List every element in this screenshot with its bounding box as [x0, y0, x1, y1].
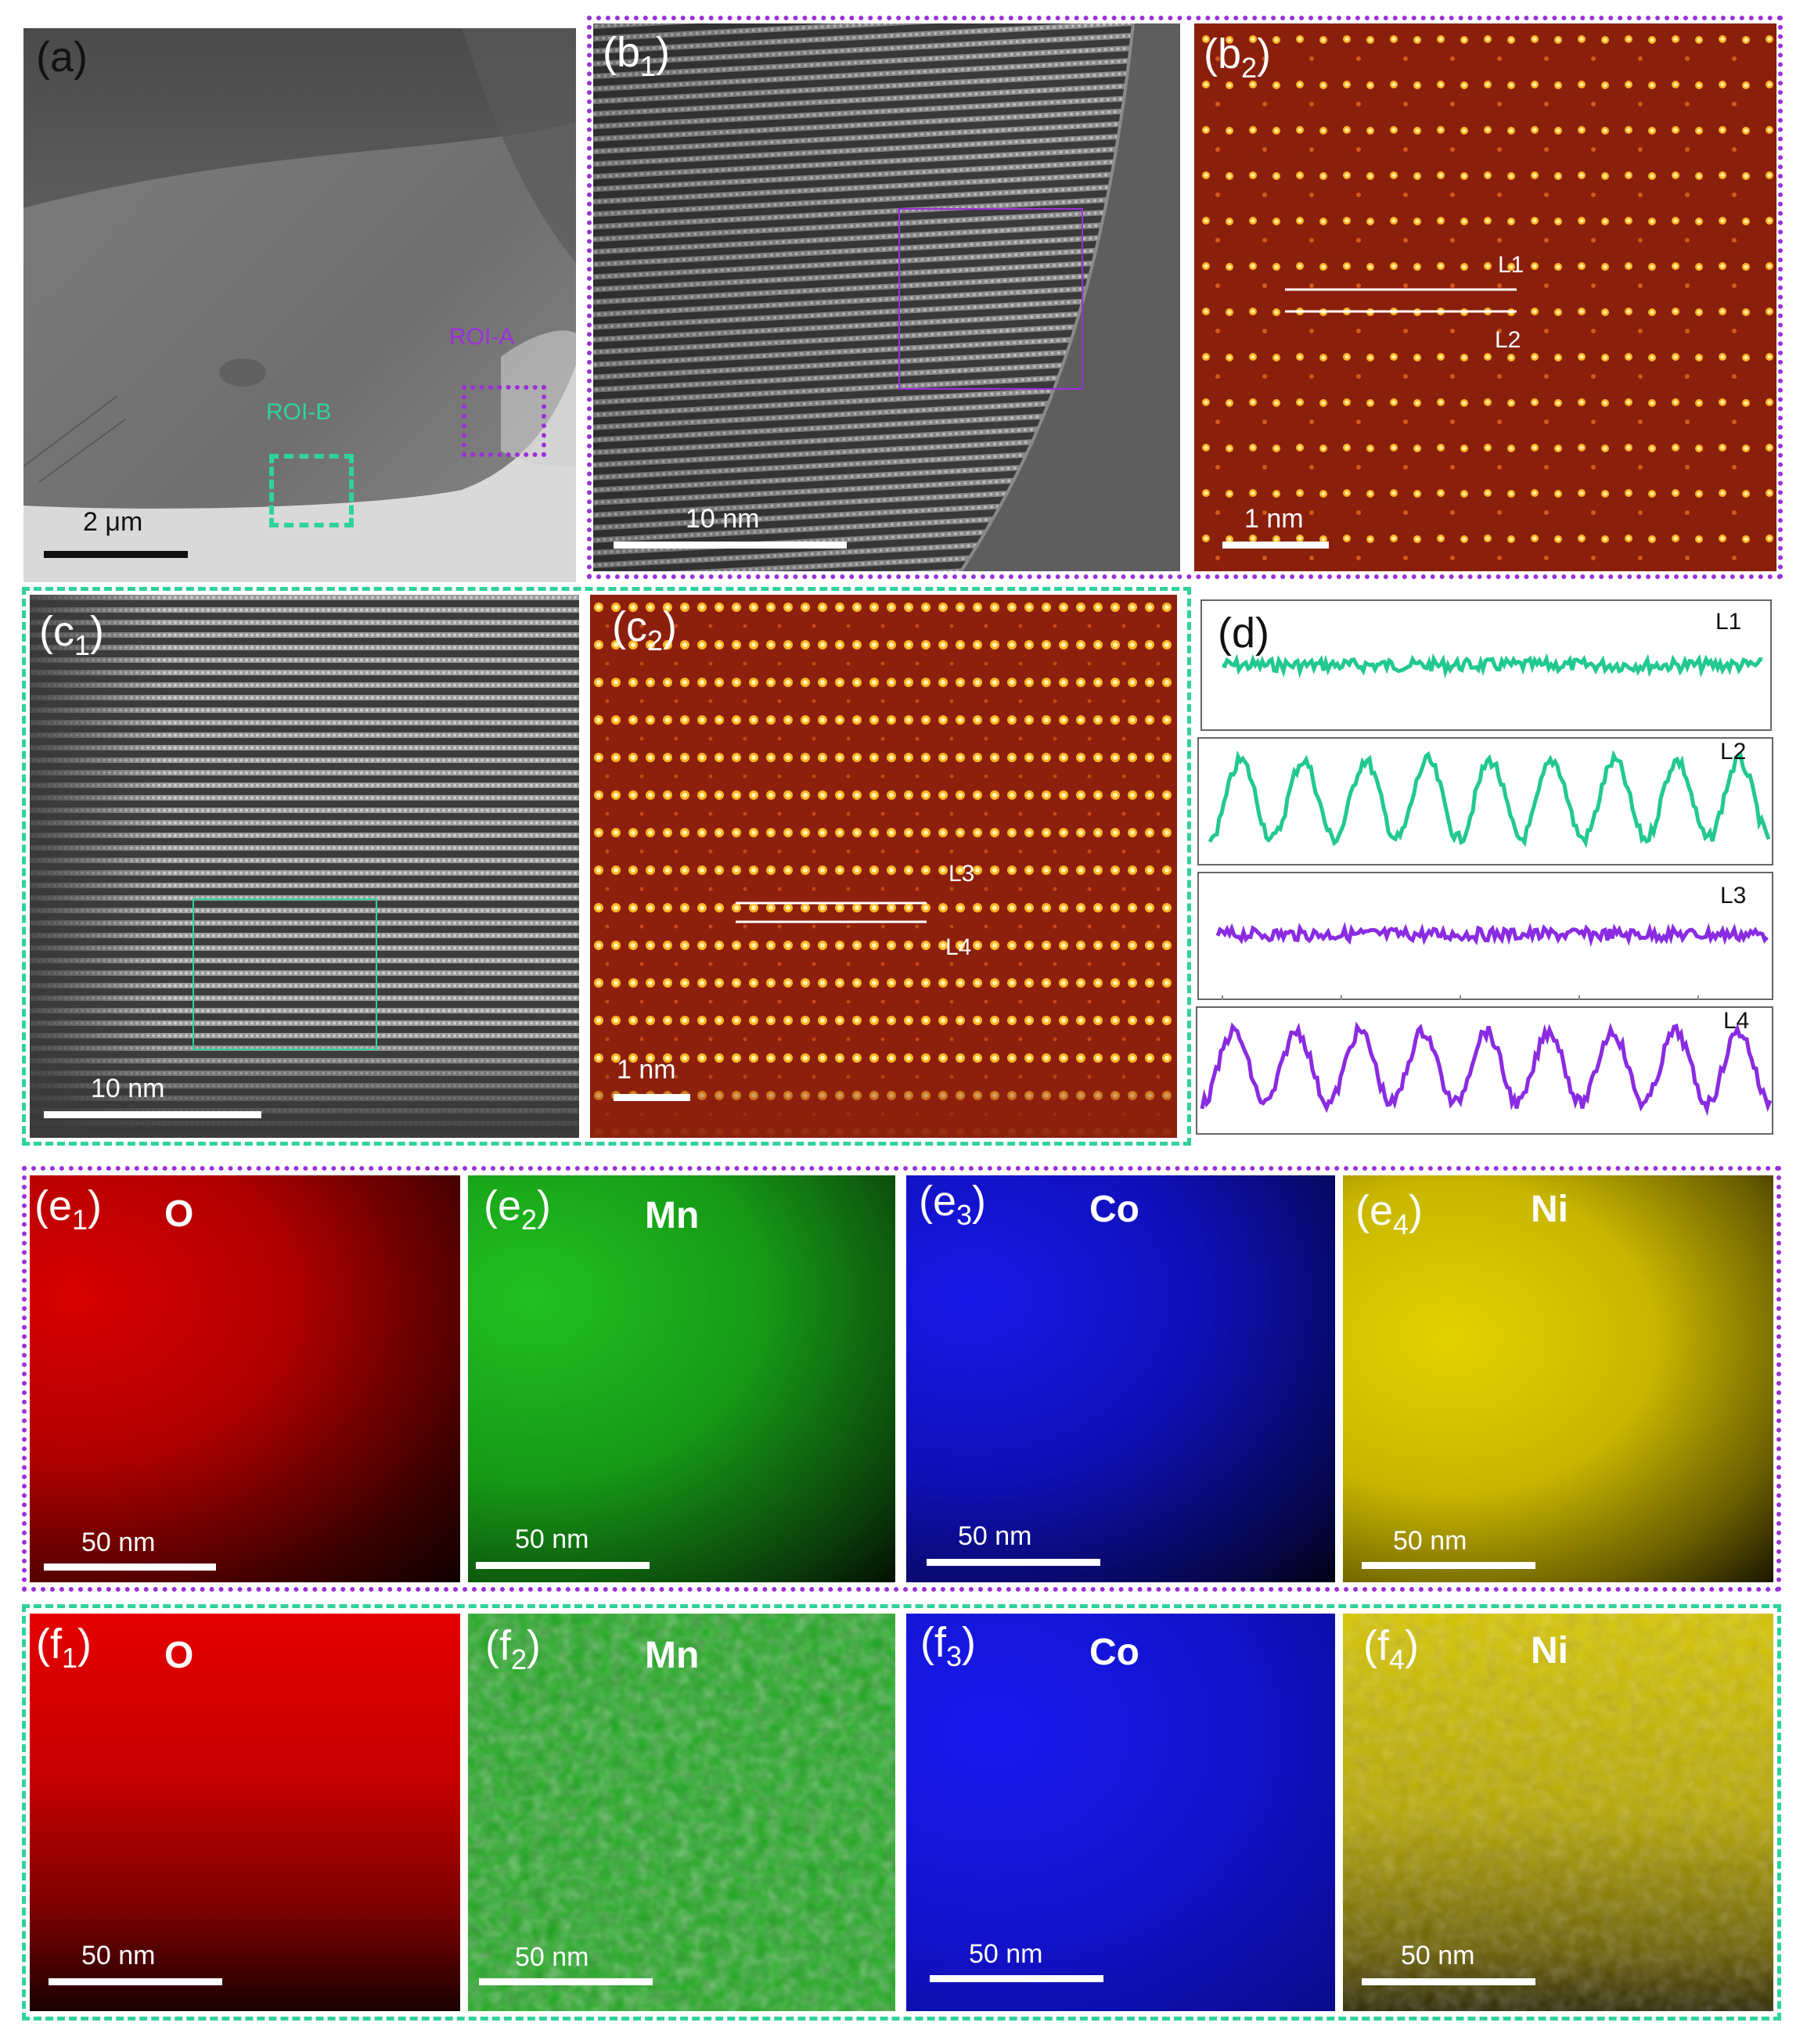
scale-bar-label: 1 nm [1244, 504, 1304, 534]
panel-label-a: (a) [36, 34, 88, 81]
element-label: Co [1089, 1189, 1139, 1230]
panel-label-e3: (e3) [919, 1178, 987, 1231]
scale-bar [44, 551, 188, 558]
element-label: Ni [1531, 1189, 1568, 1230]
element-label: O [164, 1193, 194, 1235]
scale-bar [479, 1978, 653, 1985]
panel-label-f1: (f1) [36, 1621, 92, 1674]
panel-c2-atomic-image: L3 L4 (c2) 1 nm [590, 595, 1177, 1138]
panel-label-c1: (c1) [39, 608, 104, 661]
line-profile-label-l3: L3 [948, 861, 975, 887]
panel-c1-stem-image: (c1) 10 nm [30, 595, 579, 1138]
scale-bar-label: 50 nm [515, 1524, 589, 1554]
scale-bar [44, 1111, 261, 1118]
profile-label-l2: L2 [1720, 739, 1747, 765]
scale-bar-label: 50 nm [969, 1939, 1043, 1969]
scale-bar [927, 1559, 1100, 1566]
element-label: O [164, 1635, 194, 1676]
panel-e4-nickel-map: (e4) Ni 50 nm [1343, 1175, 1773, 1582]
element-label: Mn [645, 1195, 700, 1236]
profile-label-l4: L4 [1723, 1008, 1750, 1034]
panel-e1-oxygen-map: (e1) O 50 nm [30, 1175, 460, 1582]
scale-bar [1362, 1978, 1535, 1985]
eds-noise-texture [468, 1614, 895, 2011]
profile-l2-trace [1208, 750, 1771, 848]
panel-label-f4: (f4) [1363, 1622, 1420, 1675]
scale-bar [614, 542, 847, 549]
line-profile-label-l1: L1 [1498, 252, 1524, 278]
scale-bar-label: 50 nm [81, 1941, 156, 1970]
element-label: Co [1089, 1632, 1139, 1673]
scale-bar [1222, 542, 1329, 549]
panel-b1-stem-image: (b1) 10 nm [593, 23, 1180, 571]
scale-bar-label: 50 nm [958, 1521, 1032, 1551]
scale-bar-label: 50 nm [1393, 1526, 1467, 1556]
stem-lattice-image [593, 23, 1180, 571]
scale-bar-label: 1 nm [617, 1055, 676, 1085]
panel-f3-cobalt-map: (f3) Co 50 nm [906, 1614, 1335, 2011]
panel-label-f3: (f3) [920, 1619, 977, 1672]
panel-e3-cobalt-map: (e3) Co 50 nm [906, 1175, 1335, 1582]
panel-label-e4: (e4) [1355, 1187, 1424, 1240]
scale-bar-label: 10 nm [686, 504, 760, 534]
panel-label-e1: (e1) [34, 1182, 103, 1236]
scale-bar-label: 10 nm [91, 1074, 165, 1103]
panel-label-d: (d) [1218, 610, 1269, 657]
atomic-column-image [1194, 23, 1776, 571]
profile-l1-trace [1222, 653, 1763, 679]
panel-a-tem-overview: ROI-A ROI-B (a) 2 μm [23, 28, 576, 582]
profile-label-l3: L3 [1720, 883, 1747, 909]
element-label: Ni [1531, 1630, 1568, 1672]
atomic-column-image [590, 595, 1177, 1138]
element-label: Mn [645, 1635, 700, 1676]
eds-noise-texture [1343, 1614, 1773, 2011]
roi-a-label: ROI-A [449, 324, 515, 350]
panel-b2-atomic-image: L1 L2 (b2) 1 nm [1194, 23, 1776, 571]
panel-f2-manganese-map: (f2) Mn 50 nm [468, 1614, 895, 2011]
scale-bar [930, 1975, 1103, 1982]
panel-label-f2: (f2) [485, 1622, 542, 1675]
line-profile-plot [1200, 653, 1773, 1117]
scale-bar-label: 50 nm [1401, 1941, 1475, 1970]
panel-label-e2: (e2) [484, 1182, 552, 1236]
profile-l3-trace [1215, 921, 1769, 948]
line-profile-label-l2: L2 [1495, 327, 1521, 353]
panel-label-b2: (b2) [1204, 31, 1272, 84]
tem-overview-image [23, 28, 576, 582]
scale-bar [1362, 1562, 1535, 1569]
roi-b-label: ROI-B [266, 399, 332, 425]
scale-bar [476, 1562, 650, 1569]
scale-bar-label: 50 nm [515, 1942, 589, 1972]
panel-e2-manganese-map: (e2) Mn 50 nm [468, 1175, 895, 1582]
panel-d-line-profiles: (d) L1 L2 L3 L4 [1194, 595, 1780, 1143]
panel-label-b1: (b1) [603, 29, 671, 82]
profile-l4-trace [1200, 1021, 1773, 1117]
panel-f1-oxygen-map: (f1) O 50 nm [30, 1614, 460, 2011]
scale-bar [614, 1094, 690, 1101]
scale-bar-label: 50 nm [81, 1528, 156, 1557]
scale-bar-label: 2 μm [83, 507, 143, 537]
panel-f4-nickel-map: (f4) Ni 50 nm [1343, 1614, 1773, 2011]
profile-label-l1: L1 [1715, 609, 1742, 635]
scale-bar [49, 1978, 222, 1985]
panel-label-c2: (c2) [612, 603, 677, 657]
scale-bar [44, 1564, 216, 1571]
stem-lattice-image [30, 595, 579, 1138]
line-profile-label-l4: L4 [945, 934, 972, 960]
